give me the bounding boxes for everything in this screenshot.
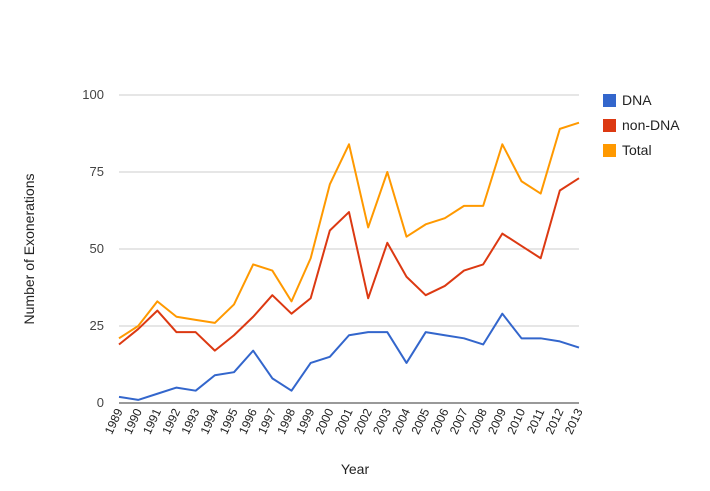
legend: DNA non-DNA Total [603,92,680,158]
x-axis-title: Year [341,461,370,477]
legend-swatch [603,119,616,132]
y-axis-ticks: 0 25 50 75 100 [82,87,104,410]
y-tick-label: 75 [90,164,104,179]
y-axis-title: Number of Exonerations [21,174,37,325]
legend-label: Total [622,142,652,158]
y-tick-label: 0 [97,395,104,410]
legend-swatch [603,144,616,157]
y-tick-label: 100 [82,87,104,102]
legend-label: DNA [622,92,652,108]
x-axis-ticks: 1989199019911992199319941995199619971998… [102,406,586,436]
series-lines [118,121,580,401]
gridlines [119,94,579,404]
x-tick-label: 2010 [504,406,528,436]
x-tick-label: 2013 [562,406,586,436]
y-tick-label: 50 [90,241,104,256]
legend-swatch [603,94,616,107]
series-line-total [118,121,580,340]
y-tick-label: 25 [90,318,104,333]
legend-label: non-DNA [622,117,680,133]
series-line-non-dna [118,177,580,352]
series-line-dna [118,312,580,401]
